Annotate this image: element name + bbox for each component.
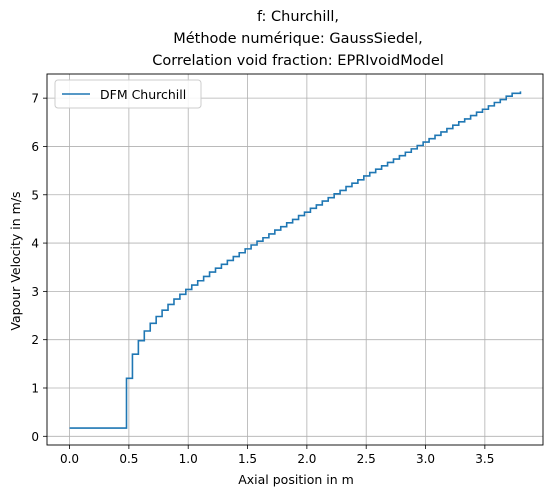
chart-title-line-2: Méthode numérique: GaussSiedel, — [173, 31, 422, 47]
x-tick-label: 0.0 — [60, 452, 79, 466]
x-tick-label: 3.5 — [475, 452, 494, 466]
x-tick-label: 3.0 — [416, 452, 435, 466]
y-tick-label: 5 — [31, 188, 39, 202]
legend-label: DFM Churchill — [100, 87, 186, 102]
chart-title: f: Churchill, Méthode numérique: GaussSi… — [152, 9, 444, 69]
y-axis-ticks: 0 1 2 3 4 5 6 7 — [31, 92, 47, 444]
y-tick-label: 7 — [31, 92, 39, 106]
x-tick-label: 1.0 — [179, 452, 198, 466]
plot-area-frame — [46, 73, 544, 446]
y-tick-label: 0 — [31, 430, 39, 444]
chart-title-line-3: Correlation void fraction: EPRIvoidModel — [152, 53, 444, 69]
y-tick-label: 1 — [31, 381, 39, 395]
y-tick-label: 4 — [31, 237, 39, 251]
legend-box — [54, 79, 202, 109]
legend: DFM Churchill — [54, 79, 202, 109]
y-tick-label: 3 — [31, 285, 39, 299]
grid — [47, 74, 543, 445]
y-tick-label: 6 — [31, 140, 39, 154]
chart-title-line-1: f: Churchill, — [257, 9, 339, 25]
y-tick-label: 2 — [31, 333, 39, 347]
x-tick-label: 2.0 — [297, 452, 316, 466]
x-tick-label: 0.5 — [119, 452, 138, 466]
x-tick-label: 1.5 — [238, 452, 257, 466]
series-layer — [69, 91, 522, 429]
x-axis-ticks: 0.0 0.5 1.0 1.5 2.0 2.5 3.0 3.5 — [60, 445, 494, 466]
y-axis-label: Vapour Velocity in m/s — [8, 191, 23, 330]
x-tick-label: 2.5 — [357, 452, 376, 466]
x-axis-label: Axial position in m — [238, 472, 354, 487]
series-line-dfm-churchill — [69, 91, 522, 429]
